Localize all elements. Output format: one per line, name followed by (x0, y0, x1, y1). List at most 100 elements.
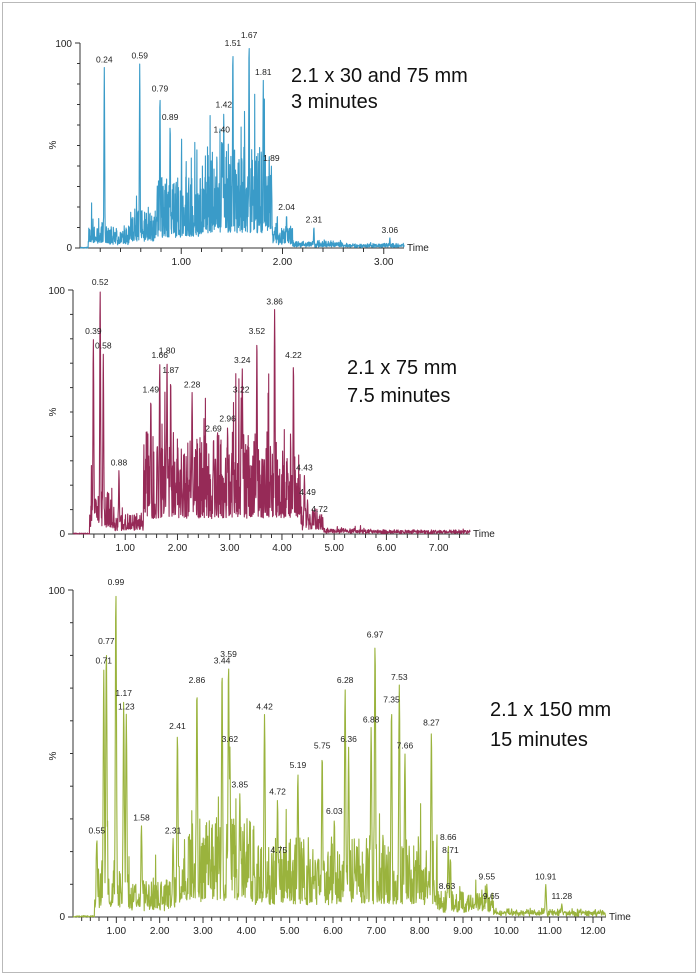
x-tick-label: 3.00 (220, 543, 240, 554)
peak-label: 6.36 (340, 734, 357, 744)
peak-label: 2.31 (165, 826, 182, 836)
peak-label: 5.75 (314, 741, 331, 751)
peak-label: 3.85 (232, 780, 249, 790)
peak-label: 2.96 (219, 414, 236, 424)
x-tick-label: 2.00 (150, 926, 170, 937)
x-tick-label: 10.00 (494, 926, 519, 937)
x-tick-label: 3.00 (374, 257, 394, 268)
y-tick-label: 100 (55, 39, 72, 50)
peak-label: 3.86 (266, 297, 283, 307)
chart-annotation: 3 minutes (291, 91, 378, 113)
y-tick-label: 0 (59, 912, 65, 923)
peak-label: 3.24 (234, 355, 251, 365)
y-axis-label: % (48, 751, 59, 760)
x-axis-label: Time (609, 912, 631, 923)
peak-label: 0.55 (89, 826, 106, 836)
peak-label: 0.77 (98, 636, 115, 646)
y-tick-label: 0 (66, 243, 72, 254)
peak-label: 3.59 (220, 649, 237, 659)
chart-annotation: 2.1 x 150 mm (490, 699, 611, 721)
peak-label: 1.40 (213, 124, 230, 134)
chart-annotation: 2.1 x 30 and 75 mm (291, 65, 468, 87)
peak-label: 3.22 (233, 384, 250, 394)
x-tick-label: 9.00 (453, 926, 473, 937)
chromatogram-trace (72, 291, 471, 535)
chart-annotation: 15 minutes (490, 729, 588, 751)
chart-panel-1: 100 0% 1.00 2.00 3.00 Time 0.24 0.59 0.79 0.89 1.4… (48, 30, 468, 268)
x-tick-label: 2.00 (273, 257, 293, 268)
peak-label: 7.66 (397, 741, 414, 751)
x-tick-label: 1.00 (116, 543, 136, 554)
chromatogram-trace (79, 48, 405, 249)
chart-panel-3: 100 0% 1.00 2.00 3.00 4.00 5.00 6.00 7.00 8.00 9.0… (48, 577, 631, 937)
peak-label: 2.04 (278, 202, 295, 212)
peak-label: 2.69 (205, 423, 222, 433)
peak-label: 4.42 (256, 701, 273, 711)
peak-label: 4.75 (271, 845, 288, 855)
peak-label: 0.39 (85, 326, 102, 336)
y-axis-label: % (48, 407, 59, 416)
peak-label: 4.49 (299, 487, 316, 497)
peak-label: 8.63 (439, 881, 456, 891)
x-tick-label: 4.00 (237, 926, 257, 937)
x-axis-label: Time (473, 529, 495, 540)
x-tick-label: 8.00 (410, 926, 430, 937)
peak-label: 2.31 (306, 215, 323, 225)
peak-label: 4.22 (285, 350, 302, 360)
peak-label: 0.52 (92, 277, 109, 287)
peak-label: 4.72 (311, 504, 328, 514)
peak-label: 6.28 (337, 675, 354, 685)
peak-label: 1.80 (159, 345, 176, 355)
peak-label: 7.53 (391, 672, 408, 682)
peak-label: 6.88 (363, 714, 380, 724)
peak-label: 1.66 (151, 350, 168, 360)
peak-label: 0.24 (96, 55, 113, 65)
x-tick-label: 1.00 (172, 257, 192, 268)
x-tick-label: 7.00 (429, 543, 449, 554)
peak-label: 9.55 (479, 871, 496, 881)
peak-label: 3.06 (382, 225, 399, 235)
peak-label: 8.71 (442, 845, 459, 855)
peak-label: 1.81 (255, 67, 272, 77)
peak-label: 0.59 (131, 51, 148, 61)
peak-label: 4.43 (296, 462, 313, 472)
x-axis-label: Time (407, 243, 429, 254)
peak-label: 0.58 (95, 340, 112, 350)
peak-label: 1.51 (225, 38, 242, 48)
peak-label: 0.99 (108, 577, 125, 587)
y-tick-label: 0 (59, 529, 65, 540)
peak-label: 1.49 (143, 384, 160, 394)
y-axis-label: % (48, 140, 59, 149)
peak-label: 2.28 (184, 379, 201, 389)
chromatogram-trace (72, 595, 607, 918)
chart-annotation: 2.1 x 75 mm (347, 357, 457, 379)
peak-label: 8.66 (440, 832, 457, 842)
peak-label: 3.44 (214, 655, 231, 665)
peak-label: 11.28 (551, 891, 572, 901)
x-tick-label: 1.00 (107, 926, 127, 937)
x-tick-label: 7.00 (367, 926, 387, 937)
peak-label: 10.91 (535, 871, 557, 881)
peak-label: 2.41 (169, 721, 186, 731)
peak-label: 1.89 (263, 153, 280, 163)
peak-label: 0.79 (152, 83, 169, 93)
peak-label: 5.19 (290, 760, 307, 770)
peak-label: 1.42 (216, 100, 233, 110)
peak-label: 1.17 (115, 688, 132, 698)
peak-label: 6.03 (326, 806, 343, 816)
peak-label: 0.89 (162, 112, 179, 122)
x-tick-label: 11.00 (538, 926, 563, 937)
x-tick-label: 6.00 (377, 543, 397, 554)
peak-label: 9.65 (483, 891, 500, 901)
y-tick-label: 100 (48, 286, 65, 297)
peak-label: 4.72 (269, 786, 286, 796)
peak-label: 1.87 (162, 365, 179, 375)
peak-label: 6.97 (367, 629, 384, 639)
peak-label: 1.67 (241, 30, 258, 40)
peak-label: 0.71 (95, 655, 112, 665)
y-tick-label: 100 (48, 586, 65, 597)
x-tick-label: 12.00 (580, 926, 605, 937)
x-tick-label: 4.00 (272, 543, 292, 554)
peak-label: 0.88 (111, 458, 128, 468)
x-tick-label: 5.00 (324, 543, 344, 554)
